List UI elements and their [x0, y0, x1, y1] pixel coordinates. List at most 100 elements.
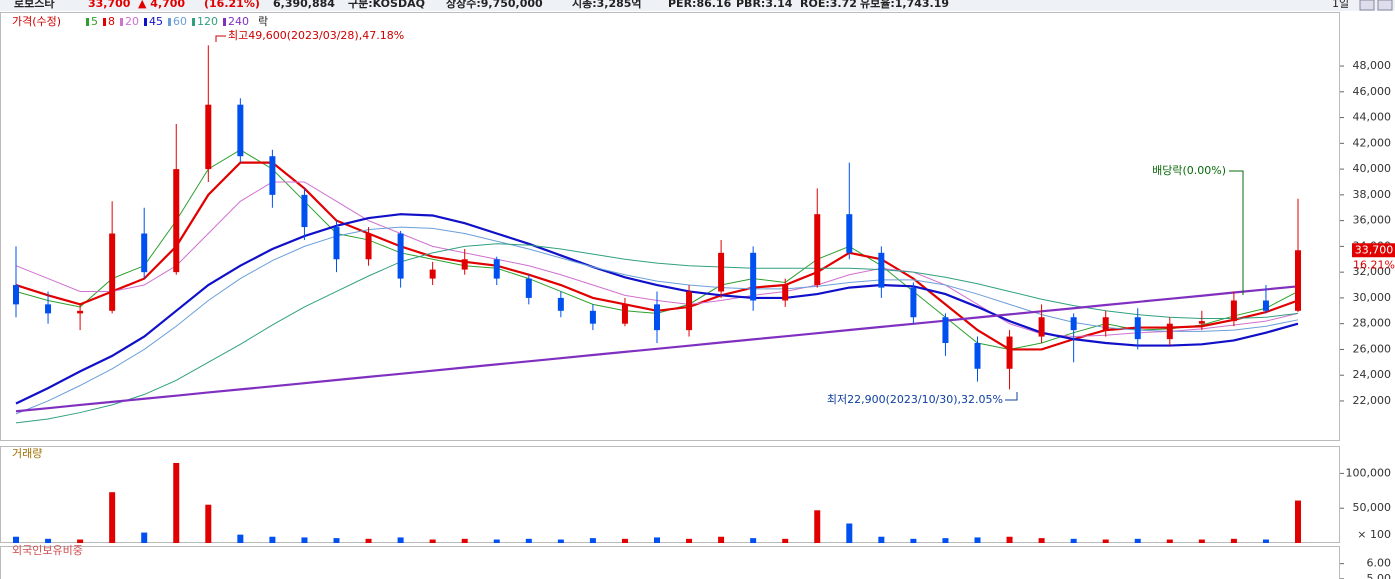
- candle-body: [878, 252, 885, 288]
- shares: 상장수:9,750,000: [446, 0, 543, 10]
- candle-body: [525, 278, 532, 298]
- volume-bar: [654, 537, 660, 543]
- volume-bar: [686, 538, 693, 543]
- legend-swatch: [223, 18, 226, 26]
- candle-body: [77, 310, 84, 314]
- roe: ROE:3.72: [800, 0, 857, 10]
- volume-bar: [301, 537, 308, 543]
- y-tick-label: 26,000: [1353, 342, 1392, 355]
- legend-swatch: [144, 18, 147, 26]
- current-change: 16.21%: [1353, 258, 1395, 271]
- candle-body: [493, 259, 500, 279]
- unit-label: × 100: [1357, 528, 1391, 541]
- y-tick-label: 5.00: [1367, 572, 1392, 579]
- candle-body: [429, 269, 436, 279]
- volume-bar: [77, 539, 84, 543]
- volume-bar: [205, 504, 212, 543]
- legend-entry: 60: [173, 15, 187, 28]
- volume-panel: [0, 446, 1340, 543]
- candle-body: [942, 317, 949, 344]
- candle-body: [1070, 317, 1077, 331]
- legend-entry: 5: [91, 15, 98, 28]
- y-tick-label: 48,000: [1353, 59, 1392, 72]
- legend-swatch: [192, 18, 195, 26]
- legend-entry: 락: [258, 15, 268, 28]
- volume-bar: [333, 538, 340, 543]
- legend-entry: 240: [228, 15, 249, 28]
- annotation-arrow: [215, 35, 226, 42]
- current-price: 33,700: [1355, 243, 1394, 256]
- candle-body: [365, 233, 372, 260]
- moving-average: [15, 285, 1299, 413]
- candle-body: [557, 297, 564, 311]
- volume-bar: [782, 538, 789, 543]
- volume-bar: [910, 538, 917, 543]
- candle-body: [686, 291, 693, 331]
- candle-body: [718, 252, 725, 292]
- volume-bar: [1134, 538, 1141, 543]
- candle-body: [1198, 321, 1205, 324]
- volume-bar: [493, 539, 500, 543]
- y-tick-label: 22,000: [1353, 394, 1392, 407]
- legend-entry: 20: [125, 15, 139, 28]
- annotation-low: 최저22,900(2023/10/30),32.05%: [827, 393, 1003, 406]
- volume-bar: [750, 538, 757, 543]
- candle-body: [45, 304, 52, 314]
- candle-body: [237, 104, 244, 157]
- volume-bar: [1198, 539, 1205, 543]
- candle-body: [621, 304, 628, 324]
- volume-bar: [878, 536, 885, 543]
- candle-body: [173, 169, 180, 273]
- volume-bar: [974, 537, 981, 543]
- volume-bar: [1102, 539, 1109, 543]
- change: ▲ 4,700: [138, 0, 185, 10]
- volume: 6,390,884: [273, 0, 335, 10]
- y-tick-label: 42,000: [1353, 136, 1392, 149]
- candle-body: [461, 259, 468, 270]
- current-price-box: [1352, 243, 1395, 258]
- y-tick-label: 38,000: [1353, 188, 1392, 201]
- volume-bar: [814, 510, 821, 543]
- candle-body: [1134, 317, 1141, 340]
- candle-body: [1295, 250, 1301, 311]
- candle-body: [910, 287, 917, 318]
- volume-bar: [365, 538, 372, 543]
- y-tick-label: 28,000: [1353, 317, 1392, 330]
- market: 구분:KOSDAQ: [348, 0, 425, 10]
- price-panel: [0, 12, 1340, 441]
- market-cap: 시총:3,285억: [572, 0, 642, 10]
- stock-name: 로보스타: [14, 0, 55, 10]
- candle-body: [750, 252, 757, 301]
- candle-body: [814, 214, 821, 286]
- volume-bar: [173, 462, 180, 543]
- reserve: 유보율:1,743.19: [860, 0, 949, 10]
- candle-body: [269, 156, 276, 195]
- volume-bar: [557, 539, 564, 543]
- candle-body: [846, 214, 853, 253]
- y-tick-label: 36,000: [1353, 214, 1392, 227]
- header-bar: [0, 0, 1395, 11]
- candle-body: [333, 227, 340, 260]
- y-tick-label: 40,000: [1353, 162, 1392, 175]
- annotation-high: 최고49,600(2023/03/28),47.18%: [228, 29, 404, 42]
- period-button[interactable]: 1일: [1332, 0, 1349, 10]
- volume-bar: [1295, 500, 1301, 543]
- volume-bar: [589, 538, 596, 543]
- volume-bar: [1262, 539, 1269, 543]
- annotation-arrow: [1005, 392, 1018, 401]
- foreign-panel: [0, 546, 1340, 579]
- y-tick-label: 6.00: [1367, 557, 1392, 570]
- candle-body: [589, 310, 596, 324]
- y-tick-label: 44,000: [1353, 111, 1392, 124]
- per: PER:86.16: [668, 0, 732, 10]
- window-button[interactable]: [1377, 0, 1393, 11]
- annotation-line: [1229, 170, 1244, 295]
- pbr: PBR:3.14: [736, 0, 793, 10]
- candle-body: [109, 233, 116, 311]
- legend-entry: 45: [149, 15, 163, 28]
- candle-body: [974, 343, 981, 369]
- volume-bar: [269, 536, 276, 543]
- volume-bar: [846, 523, 853, 543]
- window-button[interactable]: [1359, 0, 1375, 11]
